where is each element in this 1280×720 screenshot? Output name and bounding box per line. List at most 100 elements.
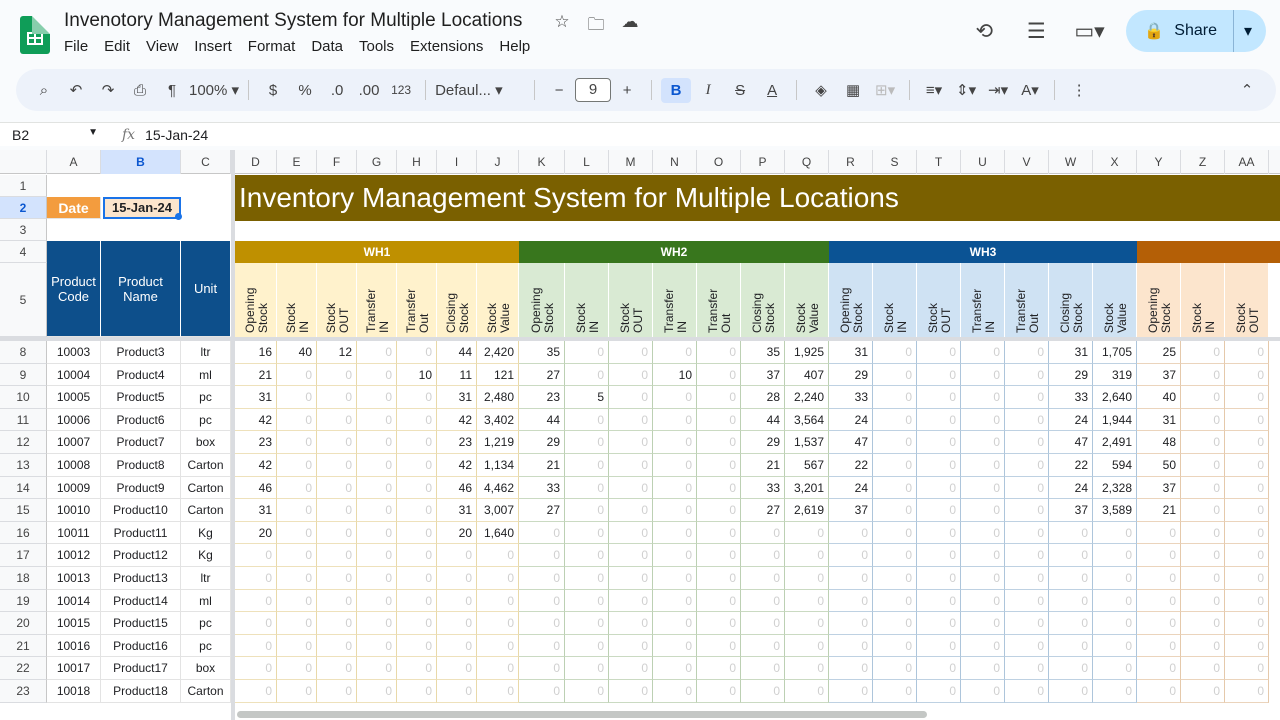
stock-cell[interactable]: 1,219: [477, 431, 519, 454]
stock-cell[interactable]: 0: [829, 680, 873, 703]
product-name-cell[interactable]: Product4: [101, 364, 181, 386]
stock-cell[interactable]: 0: [1049, 635, 1093, 657]
stock-cell[interactable]: 0: [317, 590, 357, 612]
stock-cell[interactable]: 0: [477, 635, 519, 657]
stock-cell[interactable]: 16: [235, 341, 277, 364]
stock-cell[interactable]: 0: [917, 635, 961, 657]
stock-cell[interactable]: 0: [1005, 431, 1049, 454]
menu-edit[interactable]: Edit: [104, 38, 131, 55]
stock-cell[interactable]: 0: [785, 590, 829, 612]
unit-cell[interactable]: ltr: [181, 341, 231, 364]
product-code-cell[interactable]: 10011: [47, 522, 101, 544]
stock-cell[interactable]: 0: [741, 657, 785, 680]
stock-cell[interactable]: 0: [565, 522, 609, 544]
stock-cell[interactable]: 3,589: [1093, 499, 1137, 522]
column-header-e[interactable]: E: [277, 150, 317, 174]
column-header-a[interactable]: A: [47, 150, 101, 174]
stock-cell[interactable]: 0: [235, 590, 277, 612]
row-header-19[interactable]: 19: [0, 590, 47, 612]
column-header-n[interactable]: N: [653, 150, 697, 174]
stock-cell[interactable]: 0: [961, 635, 1005, 657]
stock-cell[interactable]: 0: [653, 431, 697, 454]
row-header-8[interactable]: 8: [0, 341, 47, 364]
share-dropdown-icon[interactable]: ▾: [1243, 23, 1252, 40]
stock-cell[interactable]: 0: [697, 567, 741, 590]
font-select[interactable]: Defaul... ▾: [435, 82, 503, 99]
product-code-cell[interactable]: 10012: [47, 544, 101, 567]
stock-cell[interactable]: 0: [565, 364, 609, 386]
stock-cell[interactable]: 47: [1049, 431, 1093, 454]
product-code-cell[interactable]: 10015: [47, 612, 101, 635]
stock-cell[interactable]: 31: [1137, 409, 1181, 431]
horizontal-scrollbar[interactable]: [237, 711, 927, 718]
stock-cell[interactable]: 0: [1181, 341, 1225, 364]
stock-cell[interactable]: 0: [697, 612, 741, 635]
stock-cell[interactable]: 0: [357, 657, 397, 680]
stock-cell[interactable]: 0: [697, 635, 741, 657]
stock-cell[interactable]: 0: [609, 680, 653, 703]
stock-cell[interactable]: 0: [1005, 657, 1049, 680]
stock-cell[interactable]: 0: [1225, 612, 1269, 635]
stock-cell[interactable]: 0: [277, 544, 317, 567]
stock-cell[interactable]: 0: [961, 590, 1005, 612]
stock-cell[interactable]: 0: [565, 567, 609, 590]
stock-cell[interactable]: 0: [565, 477, 609, 499]
stock-cell[interactable]: 0: [565, 612, 609, 635]
stock-cell[interactable]: 0: [277, 499, 317, 522]
unit-cell[interactable]: pc: [181, 409, 231, 431]
stock-cell[interactable]: 0: [609, 612, 653, 635]
stock-cell[interactable]: 0: [653, 499, 697, 522]
stock-cell[interactable]: 594: [1093, 454, 1137, 477]
stock-cell[interactable]: 21: [741, 454, 785, 477]
stock-cell[interactable]: 0: [697, 431, 741, 454]
stock-cell[interactable]: 0: [1181, 522, 1225, 544]
stock-cell[interactable]: 0: [357, 680, 397, 703]
stock-cell[interactable]: 0: [653, 544, 697, 567]
stock-cell[interactable]: 0: [653, 409, 697, 431]
stock-cell[interactable]: 22: [829, 454, 873, 477]
stock-cell[interactable]: 0: [1005, 499, 1049, 522]
stock-cell[interactable]: 31: [829, 341, 873, 364]
stock-cell[interactable]: 0: [277, 386, 317, 409]
stock-cell[interactable]: 0: [829, 567, 873, 590]
menu-data[interactable]: Data: [311, 38, 343, 55]
stock-cell[interactable]: 0: [1049, 612, 1093, 635]
stock-cell[interactable]: 24: [1049, 477, 1093, 499]
stock-cell[interactable]: 1,134: [477, 454, 519, 477]
stock-cell[interactable]: 0: [1137, 544, 1181, 567]
stock-cell[interactable]: 35: [519, 341, 565, 364]
product-name-cell[interactable]: Product18: [101, 680, 181, 703]
stock-cell[interactable]: 0: [1225, 386, 1269, 409]
stock-cell[interactable]: 0: [477, 567, 519, 590]
product-name-cell[interactable]: Product6: [101, 409, 181, 431]
stock-cell[interactable]: 0: [357, 612, 397, 635]
stock-cell[interactable]: 23: [519, 386, 565, 409]
stock-cell[interactable]: 0: [397, 499, 437, 522]
stock-cell[interactable]: 0: [609, 522, 653, 544]
stock-cell[interactable]: 0: [609, 341, 653, 364]
stock-cell[interactable]: 27: [519, 499, 565, 522]
more-formats-button[interactable]: 123: [391, 83, 412, 97]
stock-cell[interactable]: 0: [1093, 567, 1137, 590]
stock-cell[interactable]: 0: [609, 567, 653, 590]
column-header-h[interactable]: H: [397, 150, 437, 174]
product-name-cell[interactable]: Product11: [101, 522, 181, 544]
column-header-v[interactable]: V: [1005, 150, 1049, 174]
row-header-13[interactable]: 13: [0, 454, 47, 477]
stock-cell[interactable]: 0: [277, 477, 317, 499]
stock-cell[interactable]: 1,925: [785, 341, 829, 364]
increase-decimal-button[interactable]: .00: [358, 81, 380, 99]
stock-cell[interactable]: 11: [437, 364, 477, 386]
stock-cell[interactable]: 0: [519, 612, 565, 635]
row-header-11[interactable]: 11: [0, 409, 47, 431]
stock-cell[interactable]: 0: [917, 386, 961, 409]
stock-cell[interactable]: 0: [397, 567, 437, 590]
stock-cell[interactable]: 0: [1137, 522, 1181, 544]
stock-cell[interactable]: 31: [437, 386, 477, 409]
freeze-row-divider[interactable]: [0, 337, 1280, 341]
stock-cell[interactable]: 0: [357, 499, 397, 522]
stock-cell[interactable]: 1,537: [785, 431, 829, 454]
stock-cell[interactable]: 0: [873, 431, 917, 454]
stock-cell[interactable]: 0: [1049, 680, 1093, 703]
stock-cell[interactable]: 0: [1181, 499, 1225, 522]
